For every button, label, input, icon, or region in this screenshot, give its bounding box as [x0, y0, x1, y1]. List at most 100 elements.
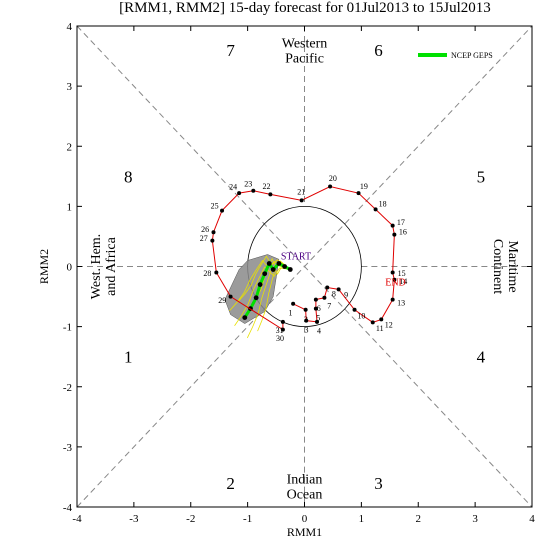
observed-point-label: 20: [329, 174, 337, 183]
x-tick-label: 4: [529, 513, 535, 525]
forecast-point: [242, 315, 248, 321]
observed-point: [370, 320, 375, 325]
observed-point: [392, 277, 397, 282]
phase-number: 2: [226, 474, 235, 493]
observed-point: [379, 317, 384, 322]
observed-point-label: 3: [304, 326, 308, 335]
forecast-point: [266, 261, 272, 266]
region-label-line: Continent: [490, 239, 505, 294]
x-axis-label: RMM1: [287, 525, 322, 539]
observed-point: [214, 270, 219, 275]
observed-point-label: 15: [398, 269, 406, 278]
observed-point: [356, 191, 361, 196]
observed-point-label: 28: [203, 269, 211, 278]
phase-number: 7: [226, 41, 235, 60]
x-tick-label: -2: [186, 513, 195, 525]
phase-number: 5: [477, 167, 486, 186]
observed-point-label: 6: [317, 304, 321, 313]
region-label-line: Indian: [287, 472, 323, 487]
observed-point-label: 18: [379, 200, 387, 209]
ensemble-member-line: [246, 267, 291, 339]
x-tick-label: 1: [359, 513, 365, 525]
region-label-line: West. Hem.: [89, 234, 104, 299]
observed-point-label: 24: [229, 182, 237, 191]
observed-point: [313, 297, 318, 302]
observed-point-label: 16: [399, 228, 407, 237]
y-axis-label: RMM2: [37, 249, 51, 284]
observed-point: [328, 184, 333, 189]
ensemble-member-line: [234, 264, 291, 326]
y-tick-label: -1: [63, 322, 72, 334]
phase-number: 4: [477, 348, 486, 367]
observed-point: [313, 306, 318, 311]
observed-point: [325, 285, 330, 290]
y-tick-label: 2: [67, 141, 73, 153]
x-tick-label: 0: [302, 513, 308, 525]
observed-point: [280, 327, 285, 332]
observed-point-label: 29: [218, 296, 226, 305]
y-tick-label: 4: [67, 21, 73, 33]
observed-point-label: 31: [276, 326, 284, 335]
observed-point: [390, 223, 395, 228]
observed-point-label: 8: [332, 290, 336, 299]
observed-point-label: 9: [344, 290, 348, 299]
forecast-point: [287, 267, 293, 272]
y-tick-label: -4: [63, 502, 73, 514]
region-label-line: Ocean: [287, 487, 323, 502]
region-label-line: Pacific: [285, 52, 324, 67]
y-tick-label: -2: [63, 382, 72, 394]
observed-point: [373, 207, 378, 212]
observed-point: [210, 238, 215, 243]
observed-point-label: 23: [244, 179, 252, 188]
observed-point: [228, 294, 233, 299]
y-tick-label: 1: [67, 201, 73, 213]
observed-point-label: 26: [201, 225, 209, 234]
forecast-point: [270, 267, 276, 272]
region-label-line: Maritime: [505, 240, 520, 292]
y-tick-label: 0: [67, 262, 73, 274]
y-tick-label: -3: [63, 442, 73, 454]
diagonal-line: [76, 25, 533, 508]
observed-point: [315, 319, 320, 324]
phase-number: 1: [124, 348, 133, 367]
observed-point-label: 27: [200, 234, 208, 243]
observed-point-label: 1: [288, 308, 292, 317]
observed-point-label: 4: [317, 327, 321, 336]
start-label: START: [281, 251, 311, 262]
observed-point-label: 10: [357, 312, 365, 321]
forecast-point: [253, 295, 259, 301]
observed-point-label: 11: [376, 324, 384, 333]
observed-point: [390, 270, 395, 275]
phase-number: 3: [374, 474, 383, 493]
observed-point: [336, 287, 341, 292]
x-tick-label: -3: [129, 513, 139, 525]
observed-point: [237, 191, 242, 196]
x-tick-label: 3: [472, 513, 478, 525]
end-label: END: [385, 278, 406, 289]
observed-point: [299, 198, 304, 203]
forecast-point: [262, 271, 268, 277]
observed-point-label: 12: [385, 321, 393, 330]
phase-number: 6: [374, 41, 383, 60]
forecast-point: [282, 264, 287, 269]
chart-title: [RMM1, RMM2] 15-day forecast for 01Jul20…: [119, 0, 491, 16]
observed-point: [392, 232, 397, 237]
observed-point: [304, 318, 309, 323]
phase-number: 8: [124, 167, 133, 186]
observed-point: [220, 208, 225, 213]
observed-point-label: 30: [276, 334, 284, 343]
legend-label: NCEP GEPS: [451, 51, 493, 60]
forecast-mean-line: [243, 260, 291, 319]
observed-point-label: 22: [263, 182, 271, 191]
observed-point-label: 7: [327, 301, 331, 310]
observed-point: [390, 297, 395, 302]
observed-point-label: 17: [397, 218, 405, 227]
observed-point-label: 13: [397, 299, 405, 308]
region-label: West. Hem. and Africa: [89, 234, 119, 299]
observed-point: [352, 307, 357, 312]
forecast-point: [257, 282, 263, 287]
region-label-line: and Africa: [104, 236, 119, 295]
